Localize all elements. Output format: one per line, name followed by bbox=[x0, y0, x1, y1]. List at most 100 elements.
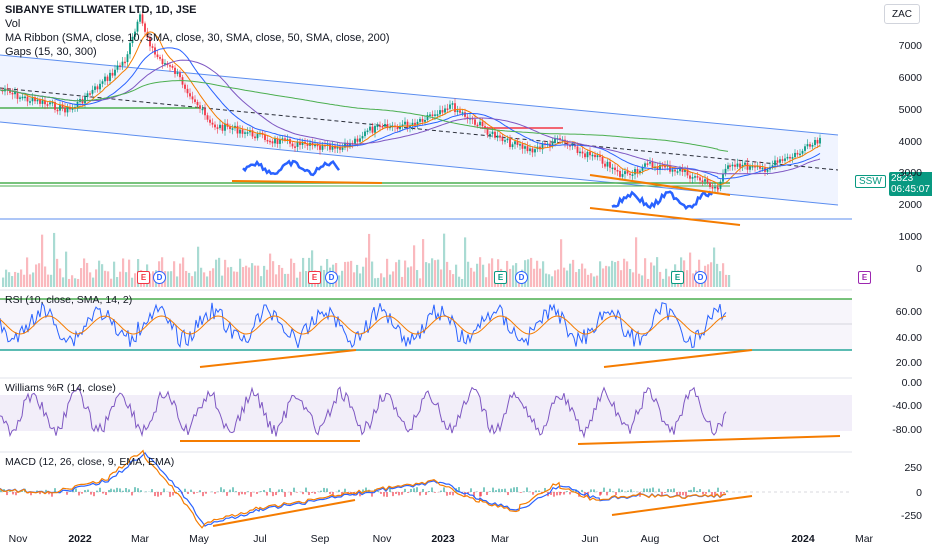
volume-bar bbox=[17, 272, 20, 287]
volume-bar bbox=[74, 278, 77, 287]
price-tick: 5000 bbox=[898, 104, 922, 116]
rsi-legend[interactable]: RSI (10, close, SMA, 14, 2) bbox=[5, 294, 133, 306]
williams-band bbox=[0, 395, 852, 431]
macd-histogram-bar bbox=[386, 492, 388, 497]
dividend-marker[interactable]: D bbox=[325, 271, 338, 284]
candle-body bbox=[541, 143, 544, 150]
candle-body bbox=[69, 106, 71, 110]
macd-legend[interactable]: MACD (12, 26, close, 9, EMA, EMA) bbox=[5, 456, 175, 468]
macd-histogram-bar bbox=[550, 492, 552, 495]
volume-bar bbox=[95, 269, 98, 287]
volume-bar bbox=[128, 259, 131, 287]
volume-bar bbox=[272, 261, 275, 287]
candle-body bbox=[204, 108, 206, 116]
candle-body bbox=[269, 140, 271, 143]
volume-bar bbox=[32, 272, 35, 287]
volume-bar bbox=[404, 260, 407, 287]
candle-body bbox=[9, 90, 11, 93]
macd-histogram-bar bbox=[526, 487, 528, 492]
candle-body bbox=[266, 139, 269, 142]
macd-histogram-bar bbox=[51, 492, 53, 497]
candle-body bbox=[376, 125, 379, 127]
macd-histogram-bar bbox=[516, 487, 518, 492]
williams-legend[interactable]: Williams %R (14, close) bbox=[5, 382, 116, 394]
candle-body bbox=[336, 146, 339, 149]
gaps-legend[interactable]: Gaps (15, 30, 300) bbox=[5, 46, 97, 58]
candle-body bbox=[41, 100, 44, 104]
dividend-marker[interactable]: D bbox=[515, 271, 528, 284]
candle-body bbox=[414, 122, 416, 125]
volume-bar bbox=[686, 270, 689, 287]
macd-histogram-bar bbox=[269, 488, 271, 492]
macd-histogram-bar bbox=[113, 489, 115, 492]
candle-body bbox=[26, 96, 29, 102]
candle-body bbox=[794, 152, 796, 158]
volume-bar bbox=[260, 276, 263, 287]
candle-body bbox=[491, 131, 494, 134]
candle-body bbox=[609, 161, 611, 168]
earnings-marker[interactable]: E bbox=[494, 271, 507, 284]
candle-body bbox=[199, 105, 201, 109]
price-tick: 7000 bbox=[898, 40, 922, 52]
volume-bar bbox=[290, 258, 293, 287]
macd-histogram-bar bbox=[425, 492, 427, 495]
candle-body bbox=[774, 160, 776, 166]
candle-body bbox=[709, 182, 711, 188]
volume-bar bbox=[395, 262, 398, 287]
candle-body bbox=[104, 76, 106, 82]
volume-bar bbox=[719, 271, 722, 287]
volume-bar bbox=[356, 264, 359, 287]
macd-histogram-bar bbox=[696, 490, 698, 492]
volume-bar bbox=[491, 258, 494, 287]
candle-body bbox=[211, 122, 214, 125]
volume-bar bbox=[557, 269, 560, 287]
price-tick: 6000 bbox=[898, 72, 922, 84]
volume-bar bbox=[692, 273, 695, 287]
earnings-marker[interactable]: E bbox=[137, 271, 150, 284]
dividend-marker[interactable]: D bbox=[153, 271, 166, 284]
candle-body bbox=[379, 125, 381, 127]
candle-body bbox=[94, 86, 96, 90]
candle-body bbox=[454, 103, 456, 113]
macd-histogram-bar bbox=[600, 492, 602, 495]
candle-body bbox=[494, 131, 496, 138]
candle-body bbox=[444, 108, 446, 113]
volume-bar bbox=[242, 267, 245, 287]
candle-body bbox=[786, 156, 789, 159]
candle-body bbox=[684, 169, 686, 172]
macd-histogram-bar bbox=[21, 490, 23, 492]
earnings-marker[interactable]: E bbox=[858, 271, 871, 284]
macd-histogram-bar bbox=[30, 492, 32, 496]
trendline bbox=[589, 174, 731, 196]
macd-histogram-bar bbox=[410, 488, 412, 492]
candle-body bbox=[371, 126, 374, 133]
volume-bar bbox=[488, 263, 491, 287]
candle-body bbox=[519, 144, 521, 146]
ma-ribbon-legend[interactable]: MA Ribbon (SMA, close, 10, SMA, close, 3… bbox=[5, 32, 390, 44]
macd-histogram-bar bbox=[688, 490, 690, 492]
volume-bar bbox=[263, 265, 266, 287]
macd-histogram-bar bbox=[711, 492, 713, 496]
candle-body bbox=[149, 37, 151, 47]
earnings-marker[interactable]: E bbox=[671, 271, 684, 284]
macd-histogram-bar bbox=[627, 490, 629, 492]
volume-legend[interactable]: Vol bbox=[5, 18, 21, 30]
volume-bar bbox=[506, 260, 509, 287]
rsi-tick: 60.00 bbox=[895, 306, 922, 318]
macd-histogram-bar bbox=[66, 492, 68, 495]
volume-bar bbox=[287, 273, 290, 287]
volume-bar bbox=[341, 270, 344, 287]
volume-bar bbox=[125, 272, 128, 287]
candle-body bbox=[701, 180, 704, 182]
dividend-marker[interactable]: D bbox=[694, 271, 707, 284]
volume-bar bbox=[725, 274, 728, 287]
candle-body bbox=[11, 92, 14, 95]
volume-bar bbox=[668, 276, 671, 287]
currency-button[interactable]: ZAC bbox=[884, 4, 920, 24]
candle-body bbox=[739, 163, 741, 168]
earnings-marker[interactable]: E bbox=[308, 271, 321, 284]
volume-bar bbox=[149, 273, 152, 287]
macd-histogram-bar bbox=[401, 492, 403, 495]
volume-bar bbox=[167, 271, 170, 287]
